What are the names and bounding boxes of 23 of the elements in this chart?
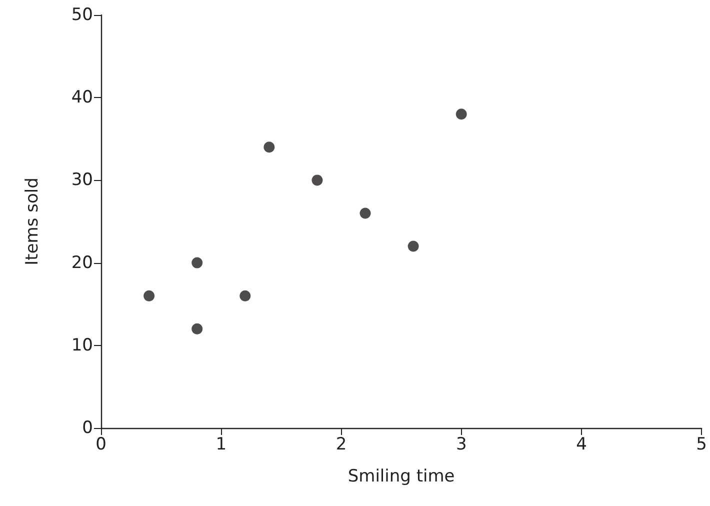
x-axis-title: Smiling time xyxy=(348,466,455,486)
y-tick-label: 40 xyxy=(71,88,93,108)
point xyxy=(408,240,419,252)
y-tick-label: 30 xyxy=(71,170,93,190)
point xyxy=(456,108,467,120)
y-axis-title: Items sold xyxy=(22,178,42,266)
point xyxy=(360,208,371,219)
point xyxy=(312,174,323,186)
x-tick-label: 5 xyxy=(696,434,708,454)
y-tick-label: 20 xyxy=(71,252,93,273)
x-tick-label: 2 xyxy=(336,434,347,454)
y-tick-label: 10 xyxy=(71,335,93,356)
point xyxy=(240,290,251,302)
y-tick-label: 50 xyxy=(71,5,93,25)
y-tick-label: 0 xyxy=(82,418,93,438)
x-tick-label: 4 xyxy=(576,434,587,454)
x-tick-label: 3 xyxy=(456,434,467,454)
x-tick-label: 0 xyxy=(96,434,106,454)
point xyxy=(192,257,203,268)
point xyxy=(144,290,155,302)
point xyxy=(192,323,203,334)
point xyxy=(264,142,275,153)
x-tick-label: 1 xyxy=(216,434,227,454)
